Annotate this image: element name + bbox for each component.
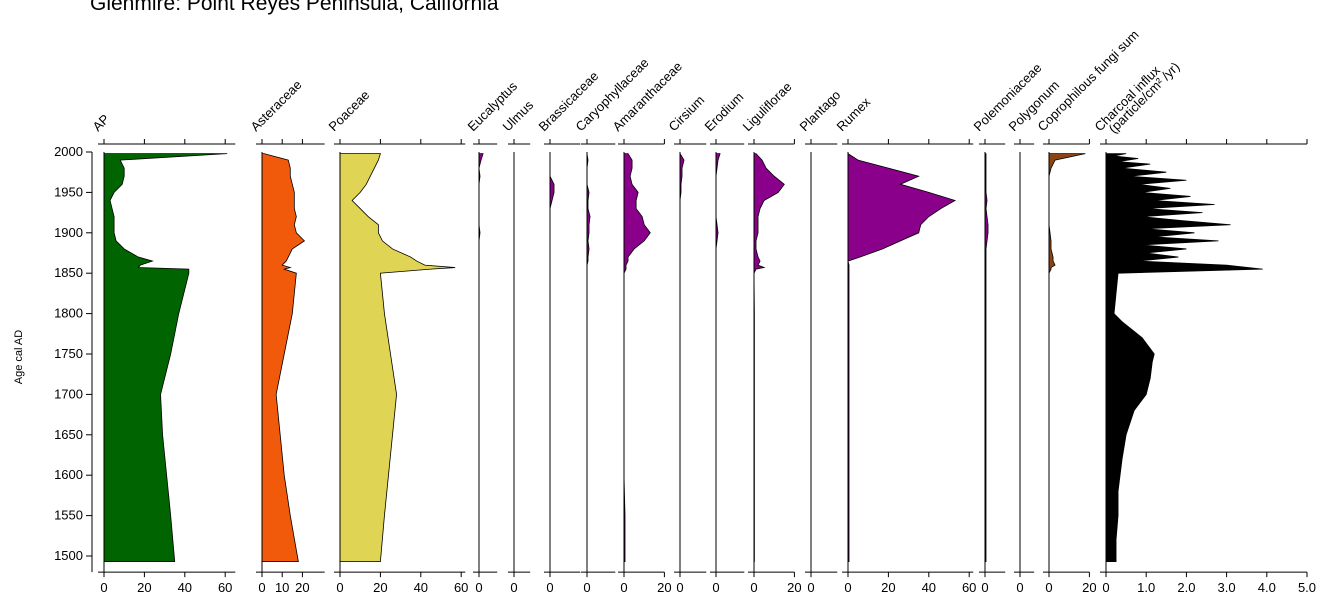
x-tick-label: 60 — [962, 580, 976, 595]
y-axis-label: Age cal AD — [13, 330, 25, 384]
x-tick-label: 3.0 — [1218, 580, 1236, 595]
x-tick-label: 0 — [807, 580, 814, 595]
chart-title: Glenmire: Point Reyes Peninsula, Califor… — [90, 0, 499, 15]
x-tick-label: 40 — [922, 580, 936, 595]
taxon-area — [478, 153, 484, 562]
x-tick-label: 40 — [178, 580, 192, 595]
taxon-area — [1048, 153, 1086, 562]
x-tick-label: 0 — [620, 580, 627, 595]
x-tick-label: 20 — [373, 580, 387, 595]
x-tick-label: 20 — [1082, 580, 1096, 595]
x-tick-label: 0 — [258, 580, 265, 595]
taxon-area — [984, 153, 989, 563]
panel-name: Cirsium — [666, 92, 708, 134]
y-tick-label: 2000 — [54, 144, 83, 159]
x-tick-label: 0 — [712, 580, 719, 595]
x-tick-label: 20 — [657, 580, 671, 595]
x-tick-label: 40 — [414, 580, 428, 595]
x-tick-label: 0 — [1102, 580, 1109, 595]
y-tick-label: 1800 — [54, 306, 83, 321]
x-tick-label: 0 — [583, 580, 590, 595]
x-tick-label: 0 — [750, 580, 757, 595]
taxon-area — [679, 152, 685, 562]
panel-name: AP — [90, 111, 113, 134]
panel-name: Erodium — [702, 89, 747, 134]
y-tick-label: 1900 — [54, 225, 83, 240]
x-tick-label: 5.0 — [1298, 580, 1316, 595]
x-tick-label: 0 — [676, 580, 683, 595]
y-tick-label: 1850 — [54, 265, 83, 280]
taxon-area — [623, 153, 651, 563]
panel-name: Liguliflorae — [740, 79, 795, 134]
x-tick-label: 20 — [295, 580, 309, 595]
x-tick-label: 1.0 — [1137, 580, 1155, 595]
taxon-area — [549, 153, 555, 562]
x-tick-label: 0 — [510, 580, 517, 595]
x-tick-label: 10 — [275, 580, 289, 595]
taxon-area — [715, 153, 721, 562]
taxon-area — [847, 152, 957, 563]
taxon-area — [1105, 153, 1263, 563]
x-tick-label: 60 — [454, 580, 468, 595]
x-tick-label: 0 — [546, 580, 553, 595]
x-tick-label: 20 — [137, 580, 151, 595]
x-tick-label: 0 — [1045, 580, 1052, 595]
x-tick-label: 60 — [218, 580, 232, 595]
x-tick-label: 0 — [475, 580, 482, 595]
taxon-area — [339, 153, 456, 563]
taxon-area — [261, 153, 306, 563]
x-tick-label: 20 — [787, 580, 801, 595]
y-tick-label: 1700 — [54, 386, 83, 401]
x-tick-label: 20 — [881, 580, 895, 595]
panel-name: Asteraceae — [248, 77, 305, 134]
y-tick-label: 1550 — [54, 508, 83, 523]
x-tick-label: 4.0 — [1258, 580, 1276, 595]
taxon-area — [103, 153, 228, 563]
y-tick-label: 1500 — [54, 548, 83, 563]
y-tick-label: 1950 — [54, 184, 83, 199]
y-tick-label: 1650 — [54, 427, 83, 442]
panel-name: Poaceae — [326, 87, 373, 134]
x-tick-label: 0 — [100, 580, 107, 595]
y-tick-label: 1600 — [54, 467, 83, 482]
x-tick-label: 2.0 — [1177, 580, 1195, 595]
x-tick-label: 0 — [336, 580, 343, 595]
y-tick-label: 1750 — [54, 346, 83, 361]
taxon-area — [753, 153, 785, 563]
x-tick-label: 0 — [981, 580, 988, 595]
x-tick-label: 0 — [1016, 580, 1023, 595]
x-tick-label: 0 — [844, 580, 851, 595]
